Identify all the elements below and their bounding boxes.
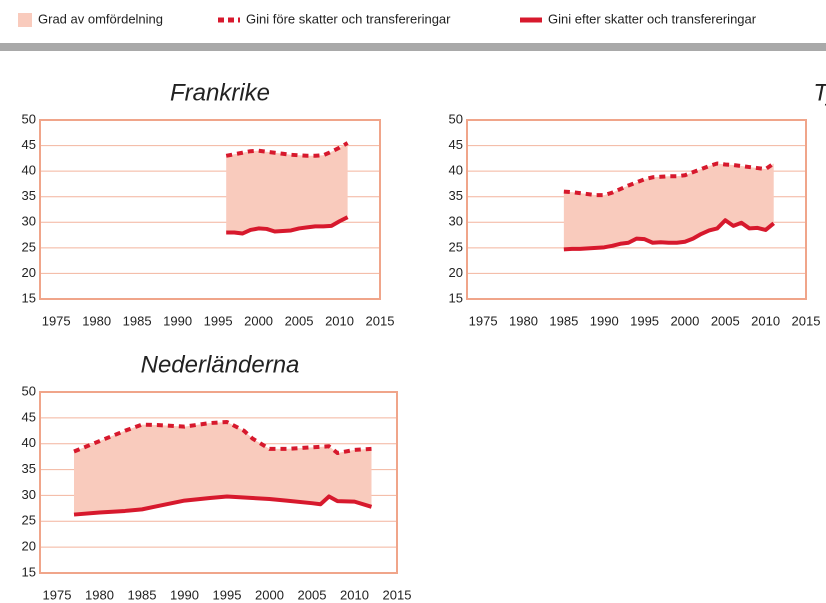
x-tick-label: 1975 [42, 313, 71, 328]
y-tick-label: 25 [22, 513, 36, 528]
y-tick-label: 20 [449, 265, 463, 280]
legend-label: Gini efter skatter och transfereringar [548, 11, 757, 26]
x-tick-label: 1995 [213, 587, 242, 602]
y-tick-label: 35 [22, 188, 36, 203]
x-tick-label: 1980 [509, 313, 538, 328]
y-tick-label: 45 [22, 137, 36, 152]
x-tick-label: 2005 [711, 313, 740, 328]
legend-label: Gini före skatter och transfereringar [246, 11, 451, 26]
x-tick-label: 1995 [204, 313, 233, 328]
y-tick-label: 35 [22, 461, 36, 476]
y-tick-label: 45 [22, 409, 36, 424]
y-tick-label: 45 [449, 137, 463, 152]
y-tick-label: 35 [449, 188, 463, 203]
x-tick-label: 1985 [123, 313, 152, 328]
y-tick-label: 50 [22, 383, 36, 398]
line [563, 218, 775, 252]
y-tick-label: 15 [22, 290, 36, 305]
redistribution-area [563, 163, 774, 250]
y-tick-label: 15 [22, 564, 36, 579]
x-tick-label: 2005 [285, 313, 314, 328]
x-tick-label: 2010 [340, 587, 369, 602]
y-tick-label: 25 [22, 239, 36, 254]
x-tick-label: 2010 [751, 313, 780, 328]
y-tick-label: 30 [22, 487, 36, 502]
y-tick-label: 40 [22, 163, 36, 178]
legend-label: Grad av omfördelning [38, 11, 163, 26]
y-tick-label: 50 [449, 111, 463, 126]
x-tick-label: 1990 [163, 313, 192, 328]
y-tick-label: 40 [449, 163, 463, 178]
y-tick-label: 20 [22, 265, 36, 280]
y-tick-label: 20 [22, 539, 36, 554]
x-tick-label: 2000 [255, 587, 284, 602]
x-tick-label: 2005 [298, 587, 327, 602]
x-tick-label: 2015 [383, 587, 412, 602]
x-tick-label: 1980 [85, 587, 114, 602]
redistribution-area [226, 143, 348, 234]
y-tick-label: 15 [449, 290, 463, 305]
x-tick-label: 2000 [670, 313, 699, 328]
x-tick-label: 2000 [244, 313, 273, 328]
chart-title: Nederländerna [141, 351, 300, 378]
y-tick-label: 25 [449, 239, 463, 254]
y-tick-label: 30 [22, 214, 36, 229]
x-tick-label: 1980 [82, 313, 111, 328]
chart-title: Frankrike [170, 79, 270, 106]
x-tick-label: 2015 [366, 313, 395, 328]
legend-divider [0, 43, 826, 51]
x-tick-label: 1985 [128, 587, 157, 602]
line [563, 161, 775, 198]
x-tick-label: 1985 [549, 313, 578, 328]
plot-frame [39, 391, 398, 574]
x-tick-label: 1990 [170, 587, 199, 602]
plot-frame [39, 119, 381, 300]
legend-swatch [18, 13, 32, 27]
line [73, 494, 373, 517]
y-tick-label: 40 [22, 435, 36, 450]
y-tick-label: 50 [22, 111, 36, 126]
line [225, 141, 349, 158]
redistribution-area [74, 421, 372, 515]
x-tick-label: 1990 [590, 313, 619, 328]
x-tick-label: 1975 [43, 587, 72, 602]
x-tick-label: 2010 [325, 313, 354, 328]
x-tick-label: 2015 [792, 313, 821, 328]
line [73, 419, 372, 456]
chart-title: Tyskland [813, 79, 826, 106]
y-tick-label: 30 [449, 214, 463, 229]
line [226, 215, 349, 236]
plot-frame [466, 119, 807, 300]
x-tick-label: 1975 [469, 313, 498, 328]
x-tick-label: 1995 [630, 313, 659, 328]
